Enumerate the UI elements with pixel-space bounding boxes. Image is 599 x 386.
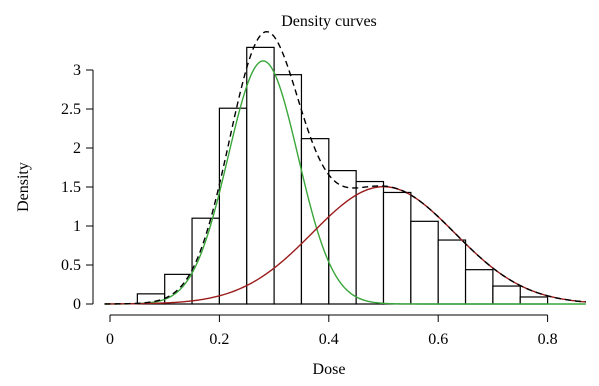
chart-title: Density curves xyxy=(281,13,377,30)
histogram-bar xyxy=(519,296,549,305)
mixture-density-curve xyxy=(104,30,586,305)
y-tick-label: 0 xyxy=(73,296,81,313)
histogram-bar xyxy=(410,220,439,305)
histogram-bar xyxy=(328,170,357,305)
histogram-bar xyxy=(246,46,275,305)
green-density-curve xyxy=(104,60,586,305)
histogram-bar xyxy=(437,239,467,305)
histogram-bar xyxy=(492,285,521,305)
red-density-curve xyxy=(104,186,586,305)
histogram-bars xyxy=(136,46,549,305)
y-tick-label: 1 xyxy=(73,218,81,235)
density-curves xyxy=(104,30,586,305)
x-axis-label: Dose xyxy=(313,361,346,378)
histogram-bar xyxy=(218,107,248,305)
x-tick-label: 0 xyxy=(106,331,114,348)
y-tick-label: 3 xyxy=(73,62,81,79)
histogram-bar xyxy=(382,191,412,305)
histogram-bar xyxy=(355,180,385,305)
y-tick-label: 2 xyxy=(73,140,81,157)
histogram-bar xyxy=(464,269,494,305)
x-tick-label: 0.4 xyxy=(319,331,339,348)
y-axis-label: Density xyxy=(15,162,32,212)
histogram-bar xyxy=(273,74,303,305)
y-tick-label: 1.5 xyxy=(61,179,81,196)
axes: 0 0.2 0.4 0.6 0.8 0 0.5 1 1.5 2 2.5 3 xyxy=(61,62,558,348)
y-tick-label: 2.5 xyxy=(61,101,81,118)
x-tick-label: 0.6 xyxy=(428,331,448,348)
y-tick-label: 0.5 xyxy=(61,257,81,274)
x-tick-label: 0.2 xyxy=(209,331,229,348)
x-tick-label: 0.8 xyxy=(538,331,558,348)
